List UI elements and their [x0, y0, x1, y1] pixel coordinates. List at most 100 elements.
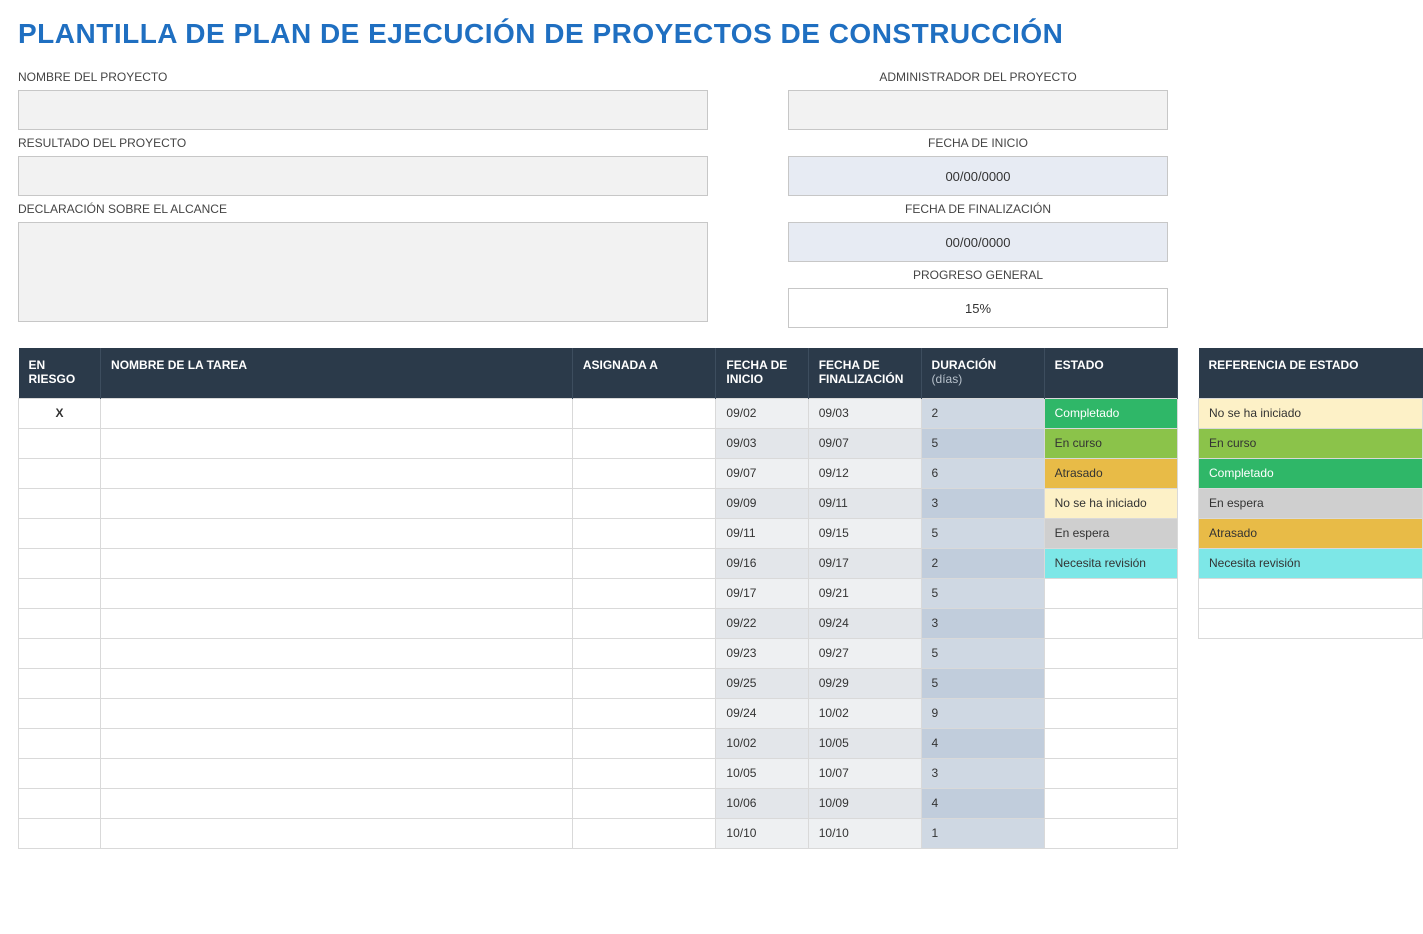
- cell-status[interactable]: No se ha iniciado: [1044, 488, 1177, 518]
- cell-start[interactable]: 09/02: [716, 398, 808, 428]
- input-project-admin[interactable]: [788, 90, 1168, 130]
- cell-task-name[interactable]: [101, 788, 573, 818]
- cell-assigned[interactable]: [572, 818, 716, 848]
- cell-start[interactable]: 09/22: [716, 608, 808, 638]
- cell-assigned[interactable]: [572, 518, 716, 548]
- cell-status[interactable]: [1044, 608, 1177, 638]
- cell-end[interactable]: 09/15: [808, 518, 921, 548]
- cell-end[interactable]: 09/27: [808, 638, 921, 668]
- cell-assigned[interactable]: [572, 638, 716, 668]
- table-row: 09/0909/113No se ha iniciado: [19, 488, 1178, 518]
- cell-end[interactable]: 10/09: [808, 788, 921, 818]
- cell-end[interactable]: 10/02: [808, 698, 921, 728]
- cell-status[interactable]: [1044, 818, 1177, 848]
- cell-assigned[interactable]: [572, 608, 716, 638]
- cell-task-name[interactable]: [101, 638, 573, 668]
- cell-end[interactable]: 09/11: [808, 488, 921, 518]
- cell-risk[interactable]: X: [19, 398, 101, 428]
- cell-end[interactable]: 09/29: [808, 668, 921, 698]
- cell-assigned[interactable]: [572, 548, 716, 578]
- cell-status[interactable]: En espera: [1044, 518, 1177, 548]
- cell-assigned[interactable]: [572, 788, 716, 818]
- cell-status[interactable]: [1044, 668, 1177, 698]
- cell-risk[interactable]: [19, 758, 101, 788]
- cell-end[interactable]: 10/10: [808, 818, 921, 848]
- input-start-date[interactable]: 00/00/0000: [788, 156, 1168, 196]
- cell-risk[interactable]: [19, 818, 101, 848]
- cell-risk[interactable]: [19, 728, 101, 758]
- cell-end[interactable]: 10/07: [808, 758, 921, 788]
- input-end-date[interactable]: 00/00/0000: [788, 222, 1168, 262]
- cell-risk[interactable]: [19, 518, 101, 548]
- cell-start[interactable]: 10/06: [716, 788, 808, 818]
- cell-assigned[interactable]: [572, 698, 716, 728]
- cell-end[interactable]: 09/07: [808, 428, 921, 458]
- cell-risk[interactable]: [19, 488, 101, 518]
- value-overall-progress: 15%: [788, 288, 1168, 328]
- cell-risk[interactable]: [19, 548, 101, 578]
- cell-assigned[interactable]: [572, 668, 716, 698]
- cell-start[interactable]: 10/02: [716, 728, 808, 758]
- cell-status[interactable]: [1044, 638, 1177, 668]
- cell-task-name[interactable]: [101, 428, 573, 458]
- cell-status[interactable]: Atrasado: [1044, 458, 1177, 488]
- cell-start[interactable]: 10/05: [716, 758, 808, 788]
- input-project-result[interactable]: [18, 156, 708, 196]
- input-scope-statement[interactable]: [18, 222, 708, 322]
- cell-risk[interactable]: [19, 578, 101, 608]
- cell-assigned[interactable]: [572, 758, 716, 788]
- cell-assigned[interactable]: [572, 458, 716, 488]
- cell-risk[interactable]: [19, 668, 101, 698]
- cell-start[interactable]: 09/09: [716, 488, 808, 518]
- input-project-name[interactable]: [18, 90, 708, 130]
- cell-risk[interactable]: [19, 638, 101, 668]
- cell-end[interactable]: 09/24: [808, 608, 921, 638]
- cell-risk[interactable]: [19, 428, 101, 458]
- cell-status[interactable]: [1044, 728, 1177, 758]
- cell-task-name[interactable]: [101, 488, 573, 518]
- cell-status[interactable]: En curso: [1044, 428, 1177, 458]
- cell-risk[interactable]: [19, 608, 101, 638]
- cell-task-name[interactable]: [101, 698, 573, 728]
- cell-assigned[interactable]: [572, 488, 716, 518]
- cell-start[interactable]: 10/10: [716, 818, 808, 848]
- cell-start[interactable]: 09/25: [716, 668, 808, 698]
- cell-status[interactable]: Completado: [1044, 398, 1177, 428]
- cell-end[interactable]: 09/03: [808, 398, 921, 428]
- cell-task-name[interactable]: [101, 818, 573, 848]
- th-duration: DURACIÓN (días): [921, 348, 1044, 398]
- cell-task-name[interactable]: [101, 518, 573, 548]
- cell-task-name[interactable]: [101, 548, 573, 578]
- table-row: 09/0309/075En curso: [19, 428, 1178, 458]
- cell-task-name[interactable]: [101, 608, 573, 638]
- cell-task-name[interactable]: [101, 728, 573, 758]
- cell-assigned[interactable]: [572, 578, 716, 608]
- cell-start[interactable]: 09/23: [716, 638, 808, 668]
- cell-assigned[interactable]: [572, 428, 716, 458]
- cell-risk[interactable]: [19, 788, 101, 818]
- cell-start[interactable]: 09/07: [716, 458, 808, 488]
- cell-end[interactable]: 09/17: [808, 548, 921, 578]
- cell-task-name[interactable]: [101, 668, 573, 698]
- cell-start[interactable]: 09/11: [716, 518, 808, 548]
- cell-risk[interactable]: [19, 698, 101, 728]
- cell-status[interactable]: Necesita revisión: [1044, 548, 1177, 578]
- cell-status[interactable]: [1044, 788, 1177, 818]
- cell-assigned[interactable]: [572, 728, 716, 758]
- cell-end[interactable]: 09/21: [808, 578, 921, 608]
- cell-status[interactable]: [1044, 698, 1177, 728]
- cell-start[interactable]: 09/17: [716, 578, 808, 608]
- cell-risk[interactable]: [19, 458, 101, 488]
- cell-start[interactable]: 09/16: [716, 548, 808, 578]
- cell-task-name[interactable]: [101, 578, 573, 608]
- cell-status[interactable]: [1044, 578, 1177, 608]
- cell-task-name[interactable]: [101, 758, 573, 788]
- cell-start[interactable]: 09/24: [716, 698, 808, 728]
- cell-status[interactable]: [1044, 758, 1177, 788]
- cell-task-name[interactable]: [101, 458, 573, 488]
- cell-end[interactable]: 10/05: [808, 728, 921, 758]
- cell-task-name[interactable]: [101, 398, 573, 428]
- cell-end[interactable]: 09/12: [808, 458, 921, 488]
- cell-assigned[interactable]: [572, 398, 716, 428]
- cell-start[interactable]: 09/03: [716, 428, 808, 458]
